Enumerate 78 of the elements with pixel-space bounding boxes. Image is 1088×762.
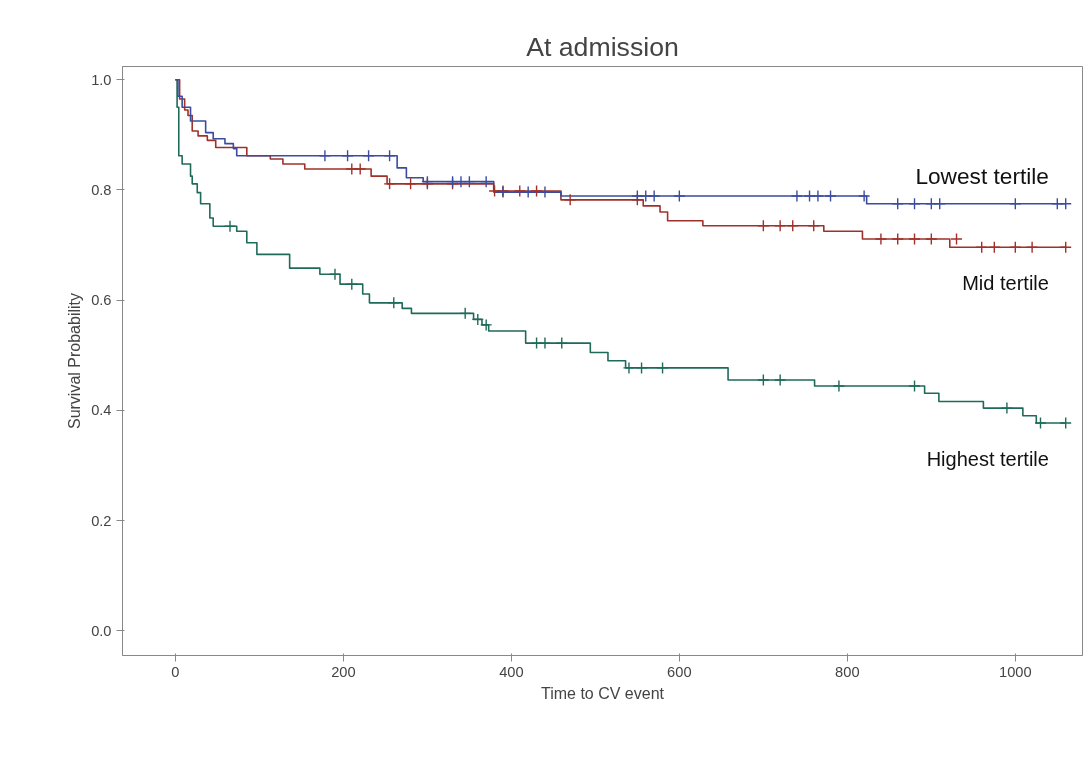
point bbox=[857, 189, 871, 203]
point bbox=[773, 373, 787, 387]
point bbox=[538, 336, 552, 350]
point bbox=[341, 149, 354, 162]
point bbox=[824, 189, 837, 203]
point bbox=[891, 197, 904, 210]
point bbox=[1034, 416, 1047, 430]
point bbox=[383, 177, 396, 191]
point bbox=[1009, 241, 1022, 254]
y-tick-label: 0.8 bbox=[91, 181, 112, 198]
y-tick-label: 0.4 bbox=[91, 402, 112, 419]
point bbox=[318, 149, 332, 162]
point bbox=[513, 184, 526, 198]
point bbox=[555, 336, 568, 350]
point bbox=[387, 296, 400, 310]
point bbox=[786, 219, 799, 232]
point bbox=[975, 241, 988, 254]
y-tick-label: 1.0 bbox=[91, 71, 112, 88]
point bbox=[538, 185, 552, 199]
x-axis-title: Time to CV event bbox=[541, 684, 665, 702]
y-axis-title: Survival Probability bbox=[66, 292, 84, 430]
x-tick-label: 200 bbox=[331, 663, 356, 680]
point bbox=[1025, 241, 1039, 254]
point bbox=[773, 219, 787, 232]
point bbox=[1009, 197, 1022, 210]
point bbox=[757, 219, 770, 232]
point bbox=[471, 313, 484, 326]
point bbox=[635, 361, 648, 375]
point bbox=[933, 197, 946, 210]
chart-title: At admission bbox=[526, 31, 679, 62]
point bbox=[639, 189, 652, 203]
x-tick-label: 600 bbox=[667, 663, 692, 680]
series-label: Highest tertile bbox=[926, 447, 1049, 470]
y-tick-label: 0.6 bbox=[91, 292, 112, 309]
point bbox=[383, 149, 396, 162]
y-tick-label: 0.2 bbox=[91, 512, 112, 529]
point bbox=[757, 373, 770, 387]
point bbox=[345, 162, 358, 176]
point bbox=[811, 189, 825, 203]
point bbox=[807, 219, 820, 232]
point bbox=[563, 193, 577, 207]
point bbox=[988, 241, 1001, 254]
point bbox=[1000, 401, 1014, 415]
point bbox=[891, 232, 904, 246]
point bbox=[656, 361, 669, 375]
point bbox=[521, 185, 535, 199]
point bbox=[908, 197, 921, 210]
point bbox=[362, 149, 375, 162]
x-tick-label: 1000 bbox=[999, 663, 1032, 680]
point bbox=[345, 277, 358, 291]
point bbox=[874, 232, 888, 246]
point bbox=[925, 232, 938, 246]
series-label: Lowest tertile bbox=[915, 163, 1049, 190]
point bbox=[479, 175, 493, 188]
point bbox=[950, 232, 963, 246]
point bbox=[1059, 416, 1072, 430]
point bbox=[673, 189, 686, 203]
series-label: Mid tertile bbox=[962, 272, 1049, 295]
point bbox=[1059, 197, 1072, 210]
point bbox=[908, 379, 921, 393]
point bbox=[647, 189, 661, 203]
x-tick-label: 0 bbox=[171, 663, 180, 680]
y-tick-label: 0.0 bbox=[91, 622, 112, 639]
point bbox=[1059, 241, 1072, 254]
point bbox=[404, 177, 417, 191]
point bbox=[908, 232, 921, 246]
x-tick-label: 400 bbox=[499, 663, 524, 680]
point bbox=[328, 268, 342, 281]
x-tick-label: 800 bbox=[835, 663, 860, 680]
point bbox=[832, 379, 846, 393]
point bbox=[530, 184, 543, 198]
point bbox=[463, 175, 476, 188]
point bbox=[479, 318, 493, 332]
point bbox=[622, 361, 636, 375]
point bbox=[790, 189, 804, 203]
point bbox=[458, 307, 472, 320]
point bbox=[223, 220, 237, 233]
point bbox=[353, 162, 367, 176]
